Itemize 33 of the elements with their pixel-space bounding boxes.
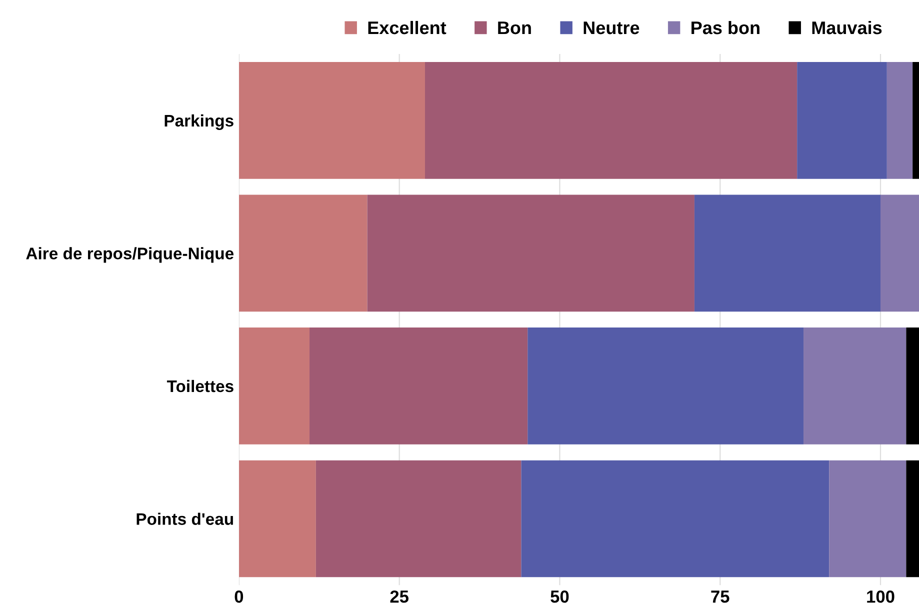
bar bbox=[310, 328, 528, 444]
bar bbox=[238, 460, 316, 578]
legend-label: Excellent bbox=[368, 20, 446, 34]
x-tick-label: 50 bbox=[550, 590, 569, 603]
legend-label: Pas bon bbox=[692, 20, 760, 34]
bar bbox=[912, 62, 919, 179]
bar bbox=[528, 328, 804, 444]
bar bbox=[804, 328, 906, 444]
bar bbox=[316, 460, 522, 578]
legend-label: Neutre bbox=[584, 22, 640, 34]
y-tick-label: Points d'eau bbox=[136, 512, 233, 525]
legend-label: Mauvais bbox=[812, 20, 882, 34]
bar bbox=[886, 62, 913, 179]
bar bbox=[797, 62, 887, 179]
x-tick-label: 100 bbox=[867, 590, 894, 603]
y-tick-label: Aire de repos/Pique-Nique bbox=[26, 247, 234, 263]
bar bbox=[906, 328, 919, 444]
bar bbox=[367, 194, 694, 312]
bar bbox=[238, 62, 425, 179]
x-tick-label: 0 bbox=[234, 590, 244, 603]
bar bbox=[829, 460, 906, 578]
legend-label: Bon bbox=[498, 22, 531, 34]
bar bbox=[238, 194, 368, 312]
x-tick-label: 75 bbox=[711, 590, 730, 603]
bar bbox=[694, 194, 881, 312]
bar bbox=[238, 328, 310, 444]
y-tick-label: Parkings bbox=[164, 114, 234, 130]
y-tick-label: Toilettes bbox=[166, 380, 234, 392]
bar bbox=[906, 460, 919, 578]
bar bbox=[521, 460, 830, 578]
bar bbox=[424, 62, 798, 179]
bar bbox=[880, 194, 919, 312]
x-tick-label: 25 bbox=[390, 590, 409, 603]
